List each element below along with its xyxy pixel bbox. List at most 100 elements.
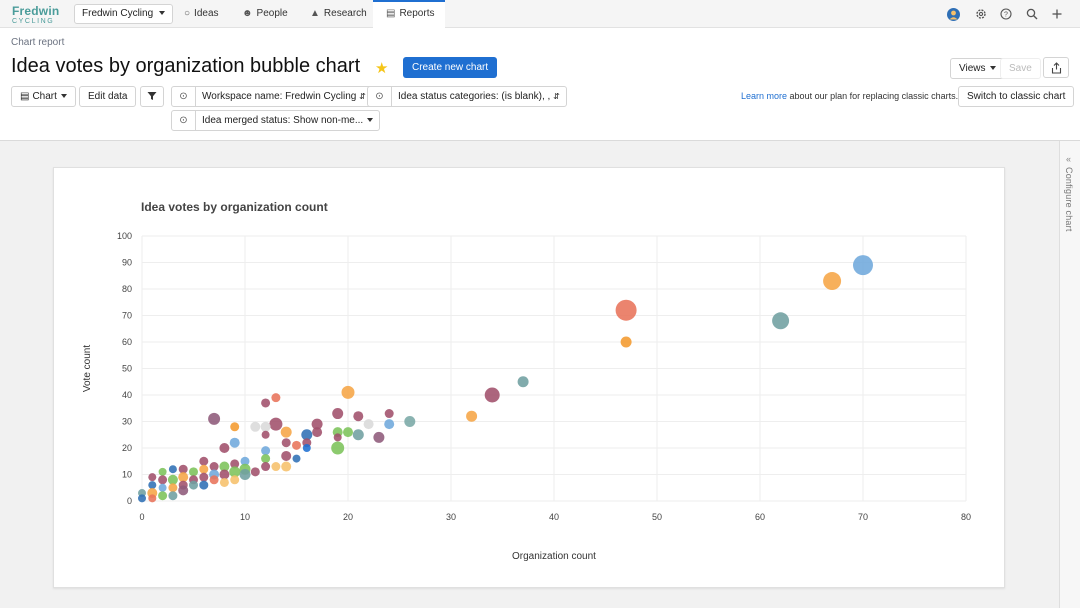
y-tick-label: 50: [122, 364, 132, 374]
filter-button[interactable]: [140, 86, 164, 107]
views-button[interactable]: Views: [950, 58, 1005, 79]
filter-remove-icon[interactable]: ⊙: [172, 111, 196, 130]
plus-icon[interactable]: [1050, 7, 1064, 21]
x-tick-label: 40: [549, 512, 559, 522]
updown-icon: ⇵: [359, 92, 366, 101]
data-bubble: [343, 427, 353, 438]
data-bubble: [199, 480, 209, 490]
help-icon[interactable]: ?: [999, 7, 1013, 21]
data-bubble: [823, 272, 842, 291]
chart-title: Idea votes by organization count: [141, 200, 328, 214]
tab-reports[interactable]: ▤ Reports: [373, 0, 445, 28]
data-bubble: [261, 398, 271, 408]
create-new-chart-button[interactable]: Create new chart: [403, 57, 498, 78]
learn-more-link[interactable]: Learn more: [741, 91, 788, 101]
data-bubble: [209, 475, 219, 485]
data-bubble: [615, 299, 637, 321]
y-tick-label: 80: [122, 284, 132, 294]
chart-type-button[interactable]: ▤ Chart: [11, 86, 76, 107]
tab-research-label: Research: [323, 8, 367, 19]
y-tick-label: 100: [117, 231, 132, 241]
data-bubble: [208, 412, 221, 425]
y-tick-label: 90: [122, 258, 132, 268]
y-tick-label: 20: [122, 443, 132, 453]
chart-icon: ▤: [20, 91, 30, 102]
tab-people-label: People: [256, 8, 288, 19]
filter-remove-icon[interactable]: ⊙: [368, 87, 392, 106]
flask-icon: ▲: [310, 8, 320, 19]
filter-merged-status[interactable]: ⊙ Idea merged status: Show non-me...: [171, 110, 381, 131]
data-bubble: [178, 472, 189, 483]
data-bubble: [332, 408, 344, 420]
svg-text:?: ?: [1004, 12, 1008, 19]
data-bubble: [158, 475, 168, 485]
data-bubble: [148, 473, 157, 482]
collapse-icon[interactable]: «: [1066, 154, 1072, 164]
data-bubble: [302, 444, 311, 452]
share-button[interactable]: [1043, 57, 1069, 78]
tab-people[interactable]: ☻ People: [238, 0, 292, 28]
x-tick-label: 50: [652, 512, 662, 522]
funnel-icon: [147, 92, 157, 100]
breadcrumb[interactable]: Chart report: [11, 37, 65, 48]
data-bubble: [189, 467, 198, 477]
y-tick-label: 60: [122, 337, 132, 347]
workspace-select[interactable]: Fredwin Cycling: [74, 4, 174, 24]
data-bubble: [158, 483, 167, 492]
data-bubble: [352, 429, 364, 441]
data-bubble: [620, 336, 632, 348]
data-bubble: [311, 418, 323, 430]
configure-chart-rail[interactable]: « Configure chart: [1059, 141, 1080, 608]
data-bubble: [178, 464, 188, 474]
data-bubble: [301, 429, 313, 441]
data-bubble: [219, 477, 229, 487]
filter-remove-icon[interactable]: ⊙: [172, 87, 196, 106]
data-bubble: [199, 464, 209, 474]
views-button-label: Views: [959, 63, 986, 74]
y-tick-label: 0: [127, 496, 132, 506]
data-bubble: [772, 312, 790, 330]
data-bubble: [384, 409, 394, 419]
edit-data-button[interactable]: Edit data: [79, 86, 137, 107]
data-bubble: [271, 393, 281, 403]
y-tick-label: 40: [122, 390, 132, 400]
gear-icon[interactable]: [974, 7, 988, 21]
data-bubble: [219, 461, 230, 472]
x-tick-label: 80: [961, 512, 971, 522]
data-bubble: [250, 467, 260, 477]
data-bubble: [384, 419, 395, 430]
search-icon[interactable]: [1025, 7, 1039, 21]
data-bubble: [250, 421, 261, 432]
chevron-down-icon: [60, 94, 67, 99]
data-bubble: [363, 419, 374, 430]
tab-ideas[interactable]: ○ Ideas: [180, 0, 223, 28]
logo-line1: Fredwin: [12, 4, 60, 18]
tab-ideas-label: Ideas: [194, 8, 219, 19]
data-bubble: [404, 416, 416, 427]
avatar[interactable]: [946, 7, 960, 21]
data-bubble: [229, 466, 241, 478]
data-bubble: [281, 450, 292, 461]
data-bubble: [353, 411, 364, 422]
page-title: Idea votes by organization bubble chart: [11, 55, 361, 77]
data-bubble: [281, 438, 291, 448]
tab-research[interactable]: ▲ Research: [306, 0, 371, 28]
switch-classic-button[interactable]: Switch to classic chart: [958, 86, 1075, 107]
data-bubble: [189, 480, 198, 490]
star-icon[interactable]: ★: [375, 60, 389, 77]
data-bubble: [230, 422, 240, 432]
x-tick-label: 20: [343, 512, 353, 522]
data-bubble: [230, 475, 240, 485]
data-bubble: [373, 431, 385, 443]
x-tick-label: 70: [858, 512, 868, 522]
filter-status-categories[interactable]: ⊙ Idea status categories: (is blank), , …: [367, 86, 567, 107]
save-button[interactable]: Save: [1000, 58, 1041, 79]
data-bubble: [280, 426, 292, 438]
app-logo[interactable]: Fredwin CYCLING: [12, 5, 59, 25]
data-bubble: [178, 485, 189, 496]
filter-workspace[interactable]: ⊙ Workspace name: Fredwin Cycling ⇵: [171, 86, 373, 107]
data-bubble: [261, 454, 271, 464]
chevron-down-icon: [159, 11, 166, 16]
data-bubble: [239, 469, 251, 480]
x-tick-label: 0: [139, 512, 144, 522]
